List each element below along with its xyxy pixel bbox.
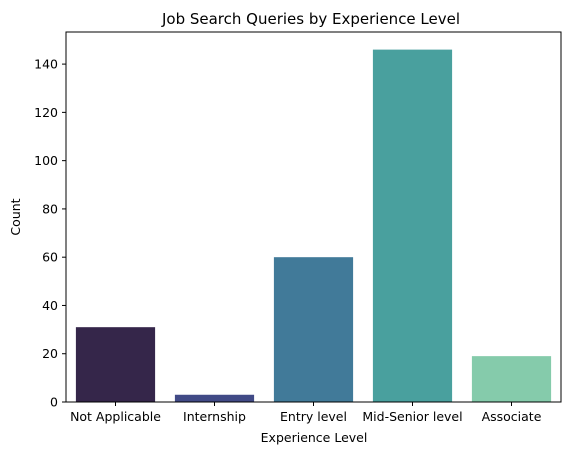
bar-entry-level bbox=[273, 257, 354, 402]
y-tick-label: 120 bbox=[34, 105, 58, 120]
y-tick-label: 20 bbox=[42, 346, 58, 361]
x-tick-label: Associate bbox=[482, 409, 542, 424]
x-tick-label: Internship bbox=[183, 409, 246, 424]
bar-associate bbox=[471, 356, 552, 402]
y-tick-label: 60 bbox=[42, 250, 58, 265]
bar-mid-senior-level bbox=[372, 49, 453, 402]
y-axis: 0 20 40 60 80 100 120 140 bbox=[34, 57, 66, 410]
x-axis-label: Experience Level bbox=[261, 430, 368, 445]
bar-internship bbox=[174, 394, 255, 402]
x-tick-label: Mid-Senior level bbox=[362, 409, 462, 424]
y-tick-label: 100 bbox=[34, 153, 58, 168]
x-tick-label: Not Applicable bbox=[70, 409, 161, 424]
bar-not-applicable bbox=[75, 327, 156, 402]
chart-title: Job Search Queries by Experience Level bbox=[161, 10, 460, 28]
y-tick-label: 40 bbox=[42, 298, 58, 313]
y-tick-label: 0 bbox=[50, 395, 58, 410]
x-axis: Not Applicable Internship Entry level Mid-S… bbox=[70, 402, 542, 424]
y-tick-label: 140 bbox=[34, 57, 58, 72]
bars-group bbox=[75, 49, 552, 402]
x-tick-label: Entry level bbox=[280, 409, 347, 424]
y-axis-label: Count bbox=[8, 198, 23, 235]
y-tick-label: 80 bbox=[42, 201, 58, 216]
